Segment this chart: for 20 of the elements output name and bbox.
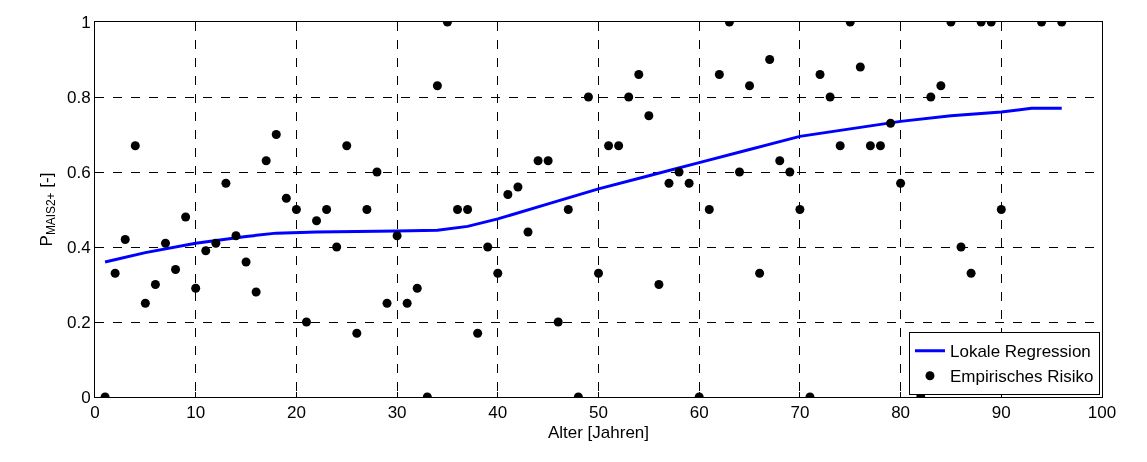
line-series	[103, 106, 1064, 264]
y-tick-label: 1	[81, 12, 91, 32]
y-tick-label: 0.6	[66, 162, 91, 182]
y-tick-label: 0.4	[66, 237, 91, 257]
x-tick-label: 90	[991, 403, 1011, 423]
x-tick-label: 40	[488, 403, 508, 423]
x-tick-label: 80	[891, 403, 911, 423]
y-tick-label: 0	[81, 387, 91, 407]
x-tick-label: 10	[186, 403, 206, 423]
x-tick-label: 30	[387, 403, 407, 423]
y-tick-label: 0.8	[66, 87, 91, 107]
y-tick-label: 0.2	[66, 312, 91, 332]
x-tick-label: 100	[1087, 403, 1117, 423]
legend-label: Lokale Regression	[949, 342, 1091, 362]
legend-label: Empirisches Risiko	[949, 367, 1094, 387]
x-tick-label: 70	[790, 403, 810, 423]
x-tick-label: 20	[286, 403, 306, 423]
x-axis-title: Alter [Jahren]	[547, 422, 650, 442]
x-tick-label: 50	[589, 403, 608, 423]
x-tick-label: 60	[689, 403, 709, 423]
